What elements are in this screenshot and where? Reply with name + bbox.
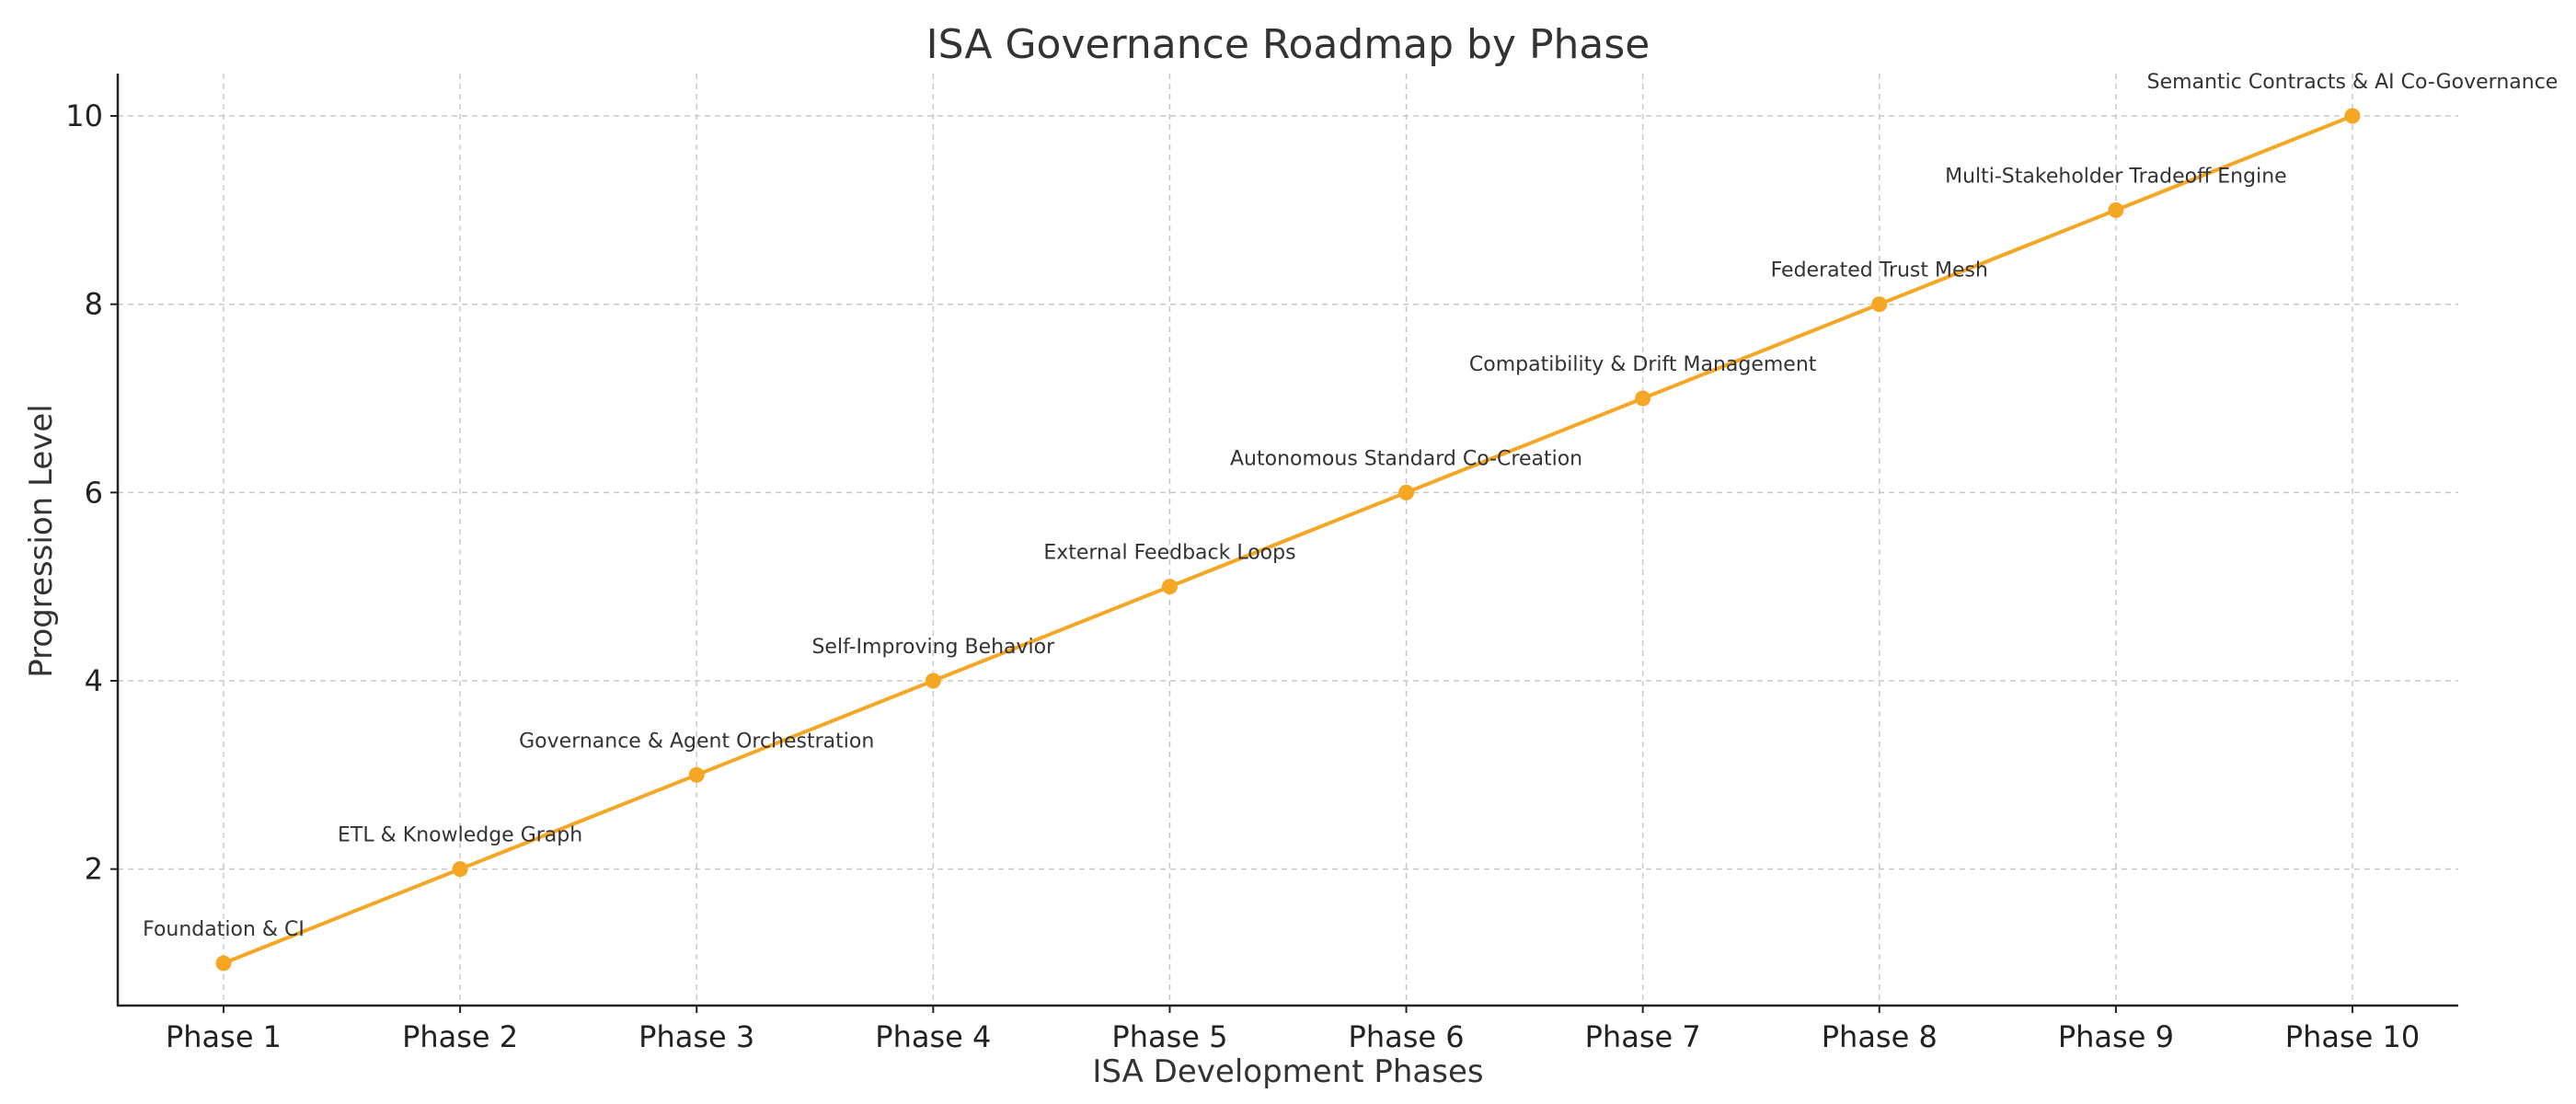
- point-annotation: Foundation & CI: [143, 918, 305, 941]
- y-axis-label: Progression Level: [23, 404, 60, 677]
- point-annotation: Autonomous Standard Co-Creation: [1230, 447, 1582, 470]
- grid: [118, 74, 2458, 1006]
- x-tick-label: Phase 1: [166, 1019, 282, 1054]
- x-tick-label: Phase 10: [2285, 1019, 2420, 1054]
- data-point: [688, 766, 705, 783]
- y-tick-label: 2: [85, 852, 103, 887]
- point-annotation: External Feedback Loops: [1043, 542, 1295, 565]
- data-point: [2344, 108, 2361, 124]
- point-annotation: ETL & Knowledge Graph: [338, 824, 582, 847]
- x-tick-label: Phase 8: [1822, 1019, 1938, 1054]
- x-tick-label: Phase 7: [1585, 1019, 1701, 1054]
- y-tick-label: 4: [85, 663, 103, 698]
- point-annotation: Multi-Stakeholder Tradeoff Engine: [1945, 165, 2287, 188]
- y-ticks: 2 4 6 8 10: [65, 98, 118, 887]
- data-point: [2108, 201, 2124, 218]
- chart-title: ISA Governance Roadmap by Phase: [926, 21, 1650, 68]
- y-tick-label: 10: [65, 98, 103, 133]
- point-annotation: Self-Improving Behavior: [811, 636, 1055, 659]
- data-point: [925, 673, 941, 689]
- point-labels: Foundation & CI ETL & Knowledge Graph Gove…: [143, 71, 2558, 941]
- x-tick-label: Phase 5: [1111, 1019, 1227, 1054]
- data-point: [452, 861, 468, 878]
- x-ticks: Phase 1 Phase 2 Phase 3 Phase 4 Phase 5 Phase…: [166, 1006, 2420, 1054]
- point-annotation: Federated Trust Mesh: [1771, 259, 1988, 282]
- x-axis-label: ISA Development Phases: [1092, 1053, 1483, 1090]
- data-point: [1871, 296, 1888, 313]
- data-point: [1635, 390, 1651, 407]
- series: [215, 108, 2361, 972]
- y-tick-label: 6: [85, 475, 103, 510]
- axes: [116, 74, 2458, 1007]
- x-tick-label: Phase 6: [1349, 1019, 1465, 1054]
- point-annotation: Compatibility & Drift Management: [1469, 353, 1817, 376]
- series-line: [223, 114, 2353, 965]
- point-annotation: Semantic Contracts & AI Co-Governance: [2147, 71, 2559, 94]
- x-tick-label: Phase 9: [2058, 1019, 2174, 1054]
- x-tick-label: Phase 4: [875, 1019, 991, 1054]
- x-tick-label: Phase 2: [402, 1019, 518, 1054]
- data-point: [215, 955, 232, 972]
- y-tick-label: 8: [85, 287, 103, 322]
- data-point: [1161, 579, 1178, 595]
- data-point: [1398, 484, 1415, 500]
- point-annotation: Governance & Agent Orchestration: [519, 730, 874, 753]
- x-tick-label: Phase 3: [638, 1019, 754, 1054]
